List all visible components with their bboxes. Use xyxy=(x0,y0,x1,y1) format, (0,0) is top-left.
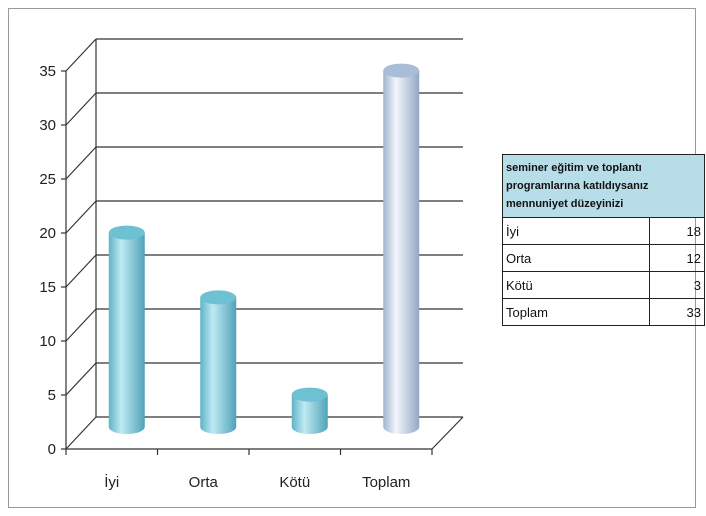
gridline-diagonal xyxy=(65,92,97,126)
bar-body xyxy=(291,394,328,435)
table-row-label: Toplam xyxy=(502,298,650,326)
table-row-value: 3 xyxy=(649,271,705,299)
bar-body xyxy=(108,232,145,435)
y-tick-label: 35 xyxy=(39,63,56,80)
table-row: Kötü 3 xyxy=(502,271,705,299)
chart-bars xyxy=(108,63,420,435)
gridline-diagonal xyxy=(65,146,97,180)
data-table: seminer eğitim ve toplantı programlarına… xyxy=(502,154,705,326)
bar-1 xyxy=(108,225,145,435)
bar-top xyxy=(108,225,145,240)
table-row-label: İyi xyxy=(502,217,650,245)
bar-2 xyxy=(200,290,237,435)
bar-body xyxy=(383,70,420,435)
x-tick-label: Orta xyxy=(189,474,219,491)
y-tick-label: 5 xyxy=(48,387,56,404)
table-header: seminer eğitim ve toplantı programlarına… xyxy=(502,154,705,218)
chart-labels: 0 5 10 15 20 25 30 35 İyi Orta Kötü Toplam xyxy=(39,63,410,491)
table-row-value: 12 xyxy=(649,244,705,272)
bar-body xyxy=(200,297,237,435)
y-tick-label: 20 xyxy=(39,225,56,242)
table-row: Toplam 33 xyxy=(502,298,705,326)
floor-edge xyxy=(431,416,464,450)
table-row: Orta 12 xyxy=(502,244,705,272)
table-row: İyi 18 xyxy=(502,217,705,245)
gridline-diagonal xyxy=(65,362,97,396)
bar-top xyxy=(200,290,237,305)
table-row-label: Orta xyxy=(502,244,650,272)
chart-axes xyxy=(61,39,464,455)
gridline-diagonal xyxy=(65,308,97,342)
bar-3 xyxy=(291,387,328,435)
y-tick-label: 0 xyxy=(48,441,56,458)
gridline-diagonal xyxy=(65,200,97,234)
y-tick-label: 10 xyxy=(39,333,56,350)
table-row-value: 18 xyxy=(649,217,705,245)
gridline-diagonal xyxy=(65,38,97,72)
y-tick-label: 30 xyxy=(39,117,56,134)
y-tick-label: 25 xyxy=(39,171,56,188)
x-tick-label: İyi xyxy=(104,473,119,491)
gridline-diagonal xyxy=(65,416,97,450)
bar-top xyxy=(383,63,420,78)
gridline-diagonal xyxy=(65,254,97,288)
table-row-value: 33 xyxy=(649,298,705,326)
x-tick-label: Toplam xyxy=(362,474,410,491)
bar-4 xyxy=(383,63,420,435)
y-tick-label: 15 xyxy=(39,279,56,296)
bar-top xyxy=(291,387,328,402)
x-tick-label: Kötü xyxy=(279,474,310,491)
table-row-label: Kötü xyxy=(502,271,650,299)
